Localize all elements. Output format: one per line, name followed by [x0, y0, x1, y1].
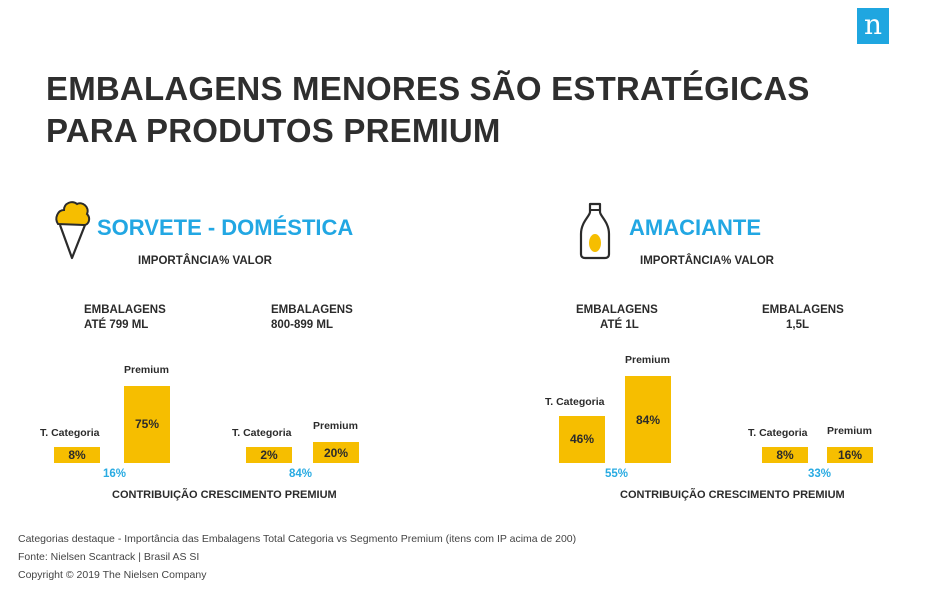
group-label-amaciante-2: EMBALAGENS 1,5L: [762, 304, 844, 331]
panel-title-sorvete: SORVETE - DOMÉSTICA: [97, 215, 354, 240]
footer-note: Categorias destaque - Importância das Em…: [18, 533, 577, 545]
contribution-label-sorvete: CONTRIBUIÇÃO CRESCIMENTO PREMIUM: [112, 489, 337, 501]
bar-0-1-categoria: 2%: [246, 447, 292, 463]
growth-label-0-0: 16%: [103, 468, 127, 480]
bar-label-1-0-premium: Premium: [625, 354, 670, 367]
bar-label-1-1-premium: Premium: [827, 424, 872, 437]
group-label-sorvete-1: EMBALAGENS ATÉ 799 ML: [84, 304, 166, 331]
bar-1-1-premium: 16%: [827, 446, 873, 463]
bar-0-0-premium: 75%: [124, 385, 170, 463]
bar-1-1-categoria: 8%: [762, 447, 808, 463]
panel-title-amaciante: AMACIANTE: [629, 215, 761, 240]
group-label-amaciante-1: EMBALAGENS ATÉ 1L: [576, 304, 658, 331]
bar-label-1-1-categoria: T. Categoria: [748, 427, 808, 439]
footer-copyright: Copyright © 2019 The Nielsen Company: [18, 569, 207, 581]
bar-1-0-categoria: 46%: [559, 415, 605, 463]
bar-1-0-premium: 84%: [625, 376, 671, 463]
footer-source: Fonte: Nielsen Scantrack | Brasil AS SI: [18, 551, 200, 563]
ice-cream-icon: [55, 201, 91, 260]
bar-0-0-categoria: 8%: [54, 447, 100, 463]
nielsen-logo: n: [857, 8, 889, 44]
growth-label-1-1: 33%: [808, 468, 832, 480]
page-title: EMBALAGENS MENORES SÃO ESTRATÉGICAS PARA…: [46, 70, 810, 149]
group-label-sorvete-2: EMBALAGENS 800-899 ML: [271, 304, 353, 331]
bar-label-0-0-premium: Premium: [124, 363, 169, 376]
contribution-label-amaciante: CONTRIBUIÇÃO CRESCIMENTO PREMIUM: [620, 489, 845, 501]
bar-label-0-1-premium: Premium: [313, 420, 358, 433]
bar-0-1-premium: 20%: [313, 442, 359, 463]
bar-label-0-1-categoria: T. Categoria: [232, 427, 292, 439]
bar-label-1-0-categoria: T. Categoria: [545, 395, 605, 408]
softener-bottle-icon: [579, 202, 611, 260]
growth-label-1-0: 55%: [605, 468, 629, 480]
growth-label-0-1: 84%: [289, 468, 313, 480]
panel-subtitle-sorvete: IMPORTÂNCIA% VALOR: [138, 255, 272, 267]
bar-label-0-0-categoria: T. Categoria: [40, 427, 100, 439]
panel-subtitle-amaciante: IMPORTÂNCIA% VALOR: [640, 255, 774, 267]
